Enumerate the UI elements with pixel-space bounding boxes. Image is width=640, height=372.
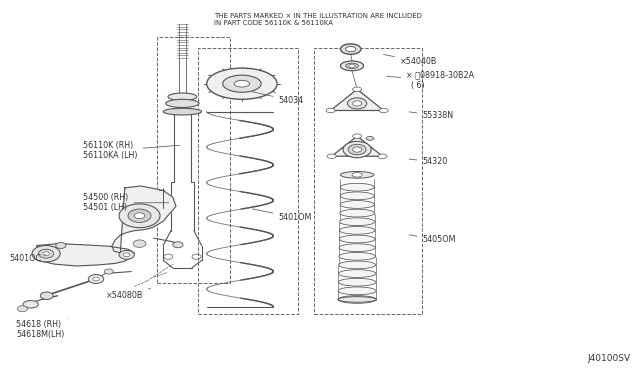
Ellipse shape [128, 209, 151, 222]
Ellipse shape [353, 147, 362, 152]
Ellipse shape [104, 269, 113, 274]
Ellipse shape [340, 209, 374, 217]
Ellipse shape [43, 252, 49, 256]
Ellipse shape [348, 98, 367, 109]
Ellipse shape [366, 137, 374, 140]
Ellipse shape [339, 252, 376, 260]
Ellipse shape [339, 270, 376, 278]
Ellipse shape [326, 108, 335, 113]
Ellipse shape [17, 306, 28, 312]
Ellipse shape [338, 297, 376, 302]
Text: 55338N: 55338N [409, 111, 454, 120]
Ellipse shape [340, 192, 374, 200]
Ellipse shape [119, 204, 160, 228]
Text: ×54080B: ×54080B [106, 288, 150, 300]
Ellipse shape [38, 249, 54, 258]
Ellipse shape [133, 240, 146, 247]
Text: 54320: 54320 [409, 157, 447, 166]
Ellipse shape [40, 292, 53, 299]
Ellipse shape [340, 61, 364, 71]
Ellipse shape [352, 173, 362, 177]
Ellipse shape [338, 296, 376, 303]
Text: J40100SV: J40100SV [588, 354, 630, 363]
Ellipse shape [119, 250, 134, 259]
Text: ×54040B: ×54040B [383, 54, 437, 66]
Ellipse shape [93, 277, 99, 281]
Text: 54500 (RH)
54501 (LH): 54500 (RH) 54501 (LH) [83, 193, 169, 212]
Ellipse shape [340, 171, 374, 178]
Text: 54618 (RH)
54618M(LH): 54618 (RH) 54618M(LH) [16, 318, 67, 339]
Ellipse shape [346, 63, 358, 68]
Ellipse shape [339, 235, 375, 243]
Ellipse shape [56, 243, 66, 248]
Ellipse shape [340, 183, 374, 191]
Ellipse shape [168, 93, 197, 100]
Ellipse shape [166, 99, 199, 108]
Ellipse shape [339, 244, 375, 251]
Polygon shape [332, 136, 383, 156]
Ellipse shape [353, 134, 362, 138]
Ellipse shape [340, 218, 374, 226]
Bar [198, 48, 298, 314]
Text: 54034: 54034 [252, 92, 303, 105]
Ellipse shape [23, 301, 38, 308]
Text: 5401OC: 5401OC [10, 254, 46, 263]
Ellipse shape [353, 101, 362, 106]
Ellipse shape [339, 261, 376, 269]
Polygon shape [35, 244, 134, 266]
Ellipse shape [88, 275, 104, 283]
Ellipse shape [348, 144, 366, 155]
Bar [157, 37, 230, 283]
Ellipse shape [124, 253, 130, 257]
Ellipse shape [223, 75, 261, 92]
Ellipse shape [339, 278, 376, 286]
Ellipse shape [380, 108, 388, 113]
Text: THE PARTS MARKED × IN THE ILLUSTRATION ARE INCLUDED
IN PART CODE 56110K & 56110K: THE PARTS MARKED × IN THE ILLUSTRATION A… [214, 13, 422, 26]
Ellipse shape [173, 242, 183, 248]
Ellipse shape [207, 68, 277, 99]
Text: 5405OM: 5405OM [409, 235, 456, 244]
Ellipse shape [327, 154, 336, 158]
Bar [314, 48, 422, 314]
Ellipse shape [340, 201, 374, 208]
Ellipse shape [349, 64, 355, 67]
Ellipse shape [32, 246, 60, 262]
Text: 56110K (RH)
56110KA (LH): 56110K (RH) 56110KA (LH) [83, 141, 180, 160]
Ellipse shape [353, 87, 362, 92]
Ellipse shape [343, 141, 371, 158]
Ellipse shape [340, 44, 361, 54]
Ellipse shape [134, 213, 145, 219]
Ellipse shape [234, 80, 250, 87]
Text: × ⓝ08918-30B2A
  ( 6): × ⓝ08918-30B2A ( 6) [387, 70, 474, 90]
Polygon shape [112, 186, 176, 253]
Ellipse shape [378, 154, 387, 158]
Text: 5401OM: 5401OM [252, 209, 312, 222]
Ellipse shape [339, 227, 375, 234]
Ellipse shape [346, 46, 356, 52]
Polygon shape [330, 89, 384, 110]
Ellipse shape [338, 287, 376, 295]
Ellipse shape [163, 108, 202, 115]
